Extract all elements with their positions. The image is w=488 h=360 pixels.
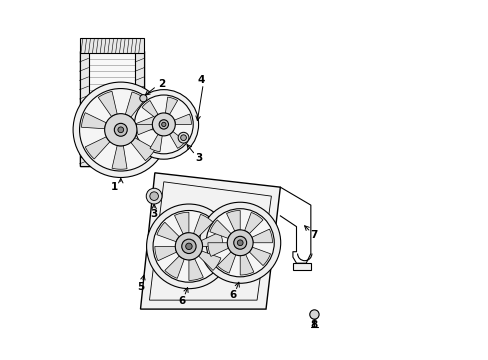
Polygon shape xyxy=(98,91,117,117)
Polygon shape xyxy=(174,212,188,234)
Polygon shape xyxy=(292,263,310,270)
Polygon shape xyxy=(249,247,270,266)
Polygon shape xyxy=(226,211,240,231)
Text: 6: 6 xyxy=(178,296,185,306)
Circle shape xyxy=(162,122,165,127)
Circle shape xyxy=(206,209,274,277)
Polygon shape xyxy=(80,51,144,166)
Text: 3: 3 xyxy=(195,153,202,163)
Circle shape xyxy=(114,123,127,136)
Polygon shape xyxy=(112,145,127,169)
Polygon shape xyxy=(188,259,203,280)
Circle shape xyxy=(175,233,202,260)
Circle shape xyxy=(227,230,253,256)
Circle shape xyxy=(159,120,168,129)
Circle shape xyxy=(149,192,158,201)
Circle shape xyxy=(118,127,123,133)
Polygon shape xyxy=(155,246,176,261)
Polygon shape xyxy=(217,252,235,273)
Circle shape xyxy=(309,310,319,319)
Text: 5: 5 xyxy=(137,282,144,292)
Circle shape xyxy=(182,239,196,253)
Polygon shape xyxy=(80,157,144,166)
Circle shape xyxy=(104,114,137,146)
Circle shape xyxy=(140,95,147,102)
Polygon shape xyxy=(240,255,253,275)
Circle shape xyxy=(233,236,246,249)
Polygon shape xyxy=(142,100,158,117)
Circle shape xyxy=(237,240,243,246)
Polygon shape xyxy=(207,243,228,256)
Polygon shape xyxy=(135,51,144,166)
Circle shape xyxy=(129,90,198,159)
Polygon shape xyxy=(136,125,153,135)
Polygon shape xyxy=(136,115,160,130)
Polygon shape xyxy=(198,251,221,270)
Text: 8: 8 xyxy=(310,320,317,330)
Circle shape xyxy=(178,132,188,143)
Circle shape xyxy=(153,211,224,282)
Text: 4: 4 xyxy=(197,75,204,85)
Text: 2: 2 xyxy=(157,79,164,89)
Polygon shape xyxy=(150,134,162,152)
Polygon shape xyxy=(140,173,280,309)
Polygon shape xyxy=(165,97,177,114)
Polygon shape xyxy=(125,92,145,117)
Circle shape xyxy=(73,82,168,177)
Polygon shape xyxy=(164,256,184,278)
Polygon shape xyxy=(174,114,191,125)
Circle shape xyxy=(199,202,280,283)
Circle shape xyxy=(185,243,192,249)
Circle shape xyxy=(152,113,175,136)
Polygon shape xyxy=(244,212,263,234)
Text: 7: 7 xyxy=(310,230,318,240)
Circle shape xyxy=(146,188,162,204)
Polygon shape xyxy=(81,113,106,129)
Polygon shape xyxy=(157,222,179,242)
Polygon shape xyxy=(131,138,155,161)
Polygon shape xyxy=(169,131,185,148)
Polygon shape xyxy=(201,232,223,246)
Polygon shape xyxy=(193,214,213,237)
Polygon shape xyxy=(209,220,231,238)
Polygon shape xyxy=(80,51,88,166)
Polygon shape xyxy=(80,39,144,53)
Text: 1: 1 xyxy=(111,182,118,192)
Text: 6: 6 xyxy=(229,291,236,301)
Circle shape xyxy=(180,135,186,140)
Polygon shape xyxy=(251,229,272,243)
Circle shape xyxy=(146,204,231,289)
Polygon shape xyxy=(85,137,110,159)
Circle shape xyxy=(134,95,193,154)
Text: 3: 3 xyxy=(150,209,158,219)
Circle shape xyxy=(80,89,162,171)
